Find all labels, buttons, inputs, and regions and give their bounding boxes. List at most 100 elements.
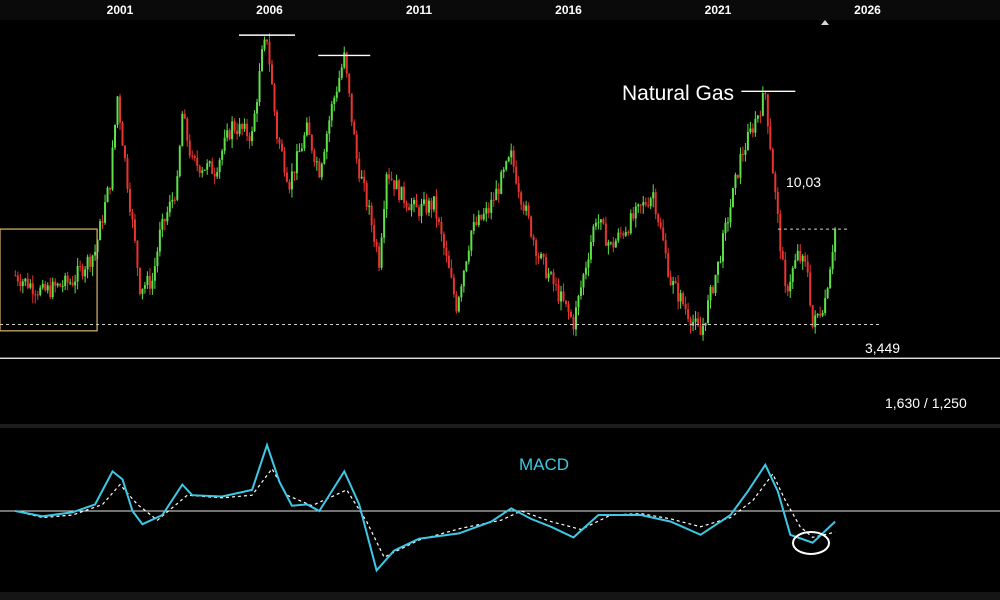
candle-body — [622, 233, 625, 236]
candle-body — [500, 172, 503, 194]
candle-body — [659, 222, 662, 228]
candle-body — [829, 269, 832, 289]
candle-body — [373, 225, 376, 242]
candle-body — [801, 255, 804, 262]
candle-body — [275, 111, 278, 139]
candle-body — [14, 275, 17, 277]
candle-body — [796, 250, 799, 261]
candle-body — [313, 150, 316, 163]
scrollbar-track[interactable] — [0, 592, 1000, 600]
candle-body — [305, 122, 308, 136]
candle-body — [487, 208, 490, 213]
candle-body — [29, 283, 32, 288]
candle-body — [597, 222, 600, 224]
candle-body — [288, 181, 291, 190]
candle-body — [702, 325, 705, 335]
candle-body — [69, 282, 72, 284]
candle-body — [84, 269, 87, 277]
candle-body — [126, 158, 129, 190]
candle-body — [186, 118, 189, 141]
candle-body — [652, 192, 655, 199]
candle-body — [834, 228, 837, 253]
candle-body — [298, 151, 301, 153]
candle-body — [535, 240, 538, 257]
candle-body — [467, 250, 470, 262]
candle-body — [667, 253, 670, 277]
candle-body — [432, 196, 435, 210]
candle-body — [647, 204, 650, 207]
x-tick-label: 2006 — [256, 3, 283, 17]
candle-body — [517, 183, 520, 193]
range-box — [0, 228, 98, 332]
candle-body — [355, 134, 358, 159]
candle-body — [16, 275, 19, 282]
candle-body — [505, 161, 508, 170]
candle-body — [422, 199, 425, 204]
candle-body — [604, 223, 607, 246]
candle-body — [148, 275, 151, 289]
candle-body — [398, 180, 401, 200]
candle-body — [599, 219, 602, 223]
x-tick-label: 2026 — [854, 3, 881, 17]
candle-body — [26, 278, 29, 288]
candle-body — [435, 196, 438, 219]
candle-body — [71, 282, 74, 286]
candle-body — [193, 155, 196, 158]
candle-body — [662, 227, 665, 241]
candle-body — [704, 322, 707, 326]
candle-body — [34, 294, 37, 296]
candle-body — [338, 78, 341, 92]
candle-body — [21, 281, 24, 287]
candle-body — [460, 286, 463, 298]
candle-body — [166, 212, 169, 222]
candle-body — [594, 222, 597, 227]
candle-body — [567, 304, 570, 312]
candle-body — [477, 214, 480, 225]
candle-body — [211, 161, 214, 175]
x-tick-label: 2011 — [406, 3, 432, 17]
candle-body — [540, 253, 543, 259]
candle-body — [236, 130, 239, 135]
candle-body — [79, 266, 82, 268]
candle-body — [56, 283, 59, 286]
candle-body — [442, 234, 445, 248]
candle-body — [642, 202, 645, 206]
candle-body — [405, 202, 408, 208]
candle-body — [358, 158, 361, 179]
candle-body — [719, 261, 722, 263]
candle-body — [482, 213, 485, 220]
candle-body — [109, 187, 112, 190]
candle-body — [61, 286, 64, 288]
candle-body — [447, 255, 450, 269]
price-annotations — [0, 34, 1000, 359]
candle-body — [609, 242, 612, 244]
candle-body — [243, 123, 246, 129]
candle-body — [816, 313, 819, 316]
candle-body — [766, 94, 769, 127]
candle-body — [74, 281, 77, 286]
candle-body — [221, 150, 224, 160]
candle-body — [485, 208, 488, 214]
candle-body — [393, 180, 396, 190]
candle-body — [268, 41, 271, 65]
candle-body — [577, 295, 580, 308]
candle-body — [156, 251, 159, 267]
candle-body — [731, 188, 734, 208]
scroll-marker-icon[interactable] — [821, 20, 829, 25]
candle-body — [525, 205, 528, 211]
candle-body — [270, 64, 273, 85]
candle-body — [530, 216, 533, 237]
candle-body — [522, 204, 525, 211]
candle-body — [138, 267, 141, 294]
candle-body — [649, 198, 652, 207]
candle-body — [131, 211, 134, 220]
candle-body — [677, 283, 680, 302]
peak-label: 10,03 — [786, 174, 821, 190]
candle-body — [395, 180, 398, 190]
candle-body — [584, 267, 587, 275]
candle-body — [687, 309, 690, 319]
candle-body — [263, 39, 266, 50]
candle-body — [749, 128, 752, 132]
candle-body — [333, 97, 336, 105]
candle-body — [216, 172, 219, 177]
